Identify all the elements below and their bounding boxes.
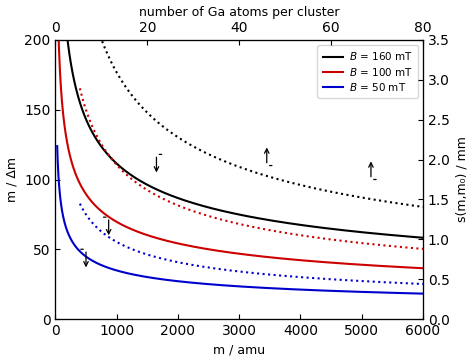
Legend: $B$ = 160 mT, $B$ = 100 mT, $B$ = 50 mT: $B$ = 160 mT, $B$ = 100 mT, $B$ = 50 mT — [318, 45, 418, 98]
Y-axis label: m / Δm: m / Δm — [6, 157, 18, 202]
Y-axis label: s(m,m₀) / mm: s(m,m₀) / mm — [456, 136, 468, 222]
X-axis label: number of Ga atoms per cluster: number of Ga atoms per cluster — [139, 5, 339, 18]
X-axis label: m / amu: m / amu — [213, 344, 265, 357]
